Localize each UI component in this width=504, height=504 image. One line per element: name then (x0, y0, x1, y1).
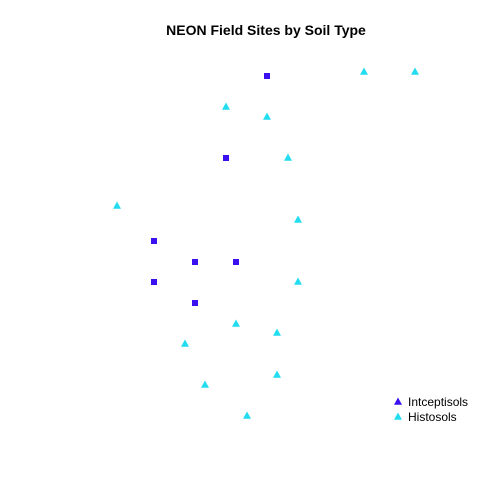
point-intceptisols-3 (192, 259, 198, 265)
point-histosols-11 (273, 370, 281, 378)
point-intceptisols-4 (233, 259, 239, 265)
point-histosols-6 (294, 215, 302, 223)
point-intceptisols-6 (192, 300, 198, 306)
legend-marker-histosols (394, 412, 402, 420)
data-points (113, 67, 419, 419)
point-histosols-10 (181, 339, 189, 347)
point-histosols-12 (201, 380, 209, 388)
legend-label-histosols: Histosols (408, 410, 457, 424)
point-histosols-3 (263, 112, 271, 120)
point-intceptisols-2 (151, 238, 157, 244)
point-histosols-8 (232, 319, 240, 327)
point-histosols-2 (222, 102, 230, 110)
point-histosols-9 (273, 328, 281, 336)
legend-label-intceptisols: Intceptisols (408, 395, 468, 409)
point-histosols-7 (294, 277, 302, 285)
point-intceptisols-0 (264, 73, 270, 79)
point-histosols-5 (113, 201, 121, 209)
chart-title: NEON Field Sites by Soil Type (166, 22, 366, 38)
point-histosols-0 (360, 67, 368, 75)
point-histosols-13 (243, 411, 251, 419)
point-intceptisols-1 (223, 155, 229, 161)
point-histosols-1 (411, 67, 419, 75)
legend-marker-intceptisols (394, 397, 402, 405)
point-histosols-4 (284, 153, 292, 161)
point-intceptisols-5 (151, 279, 157, 285)
